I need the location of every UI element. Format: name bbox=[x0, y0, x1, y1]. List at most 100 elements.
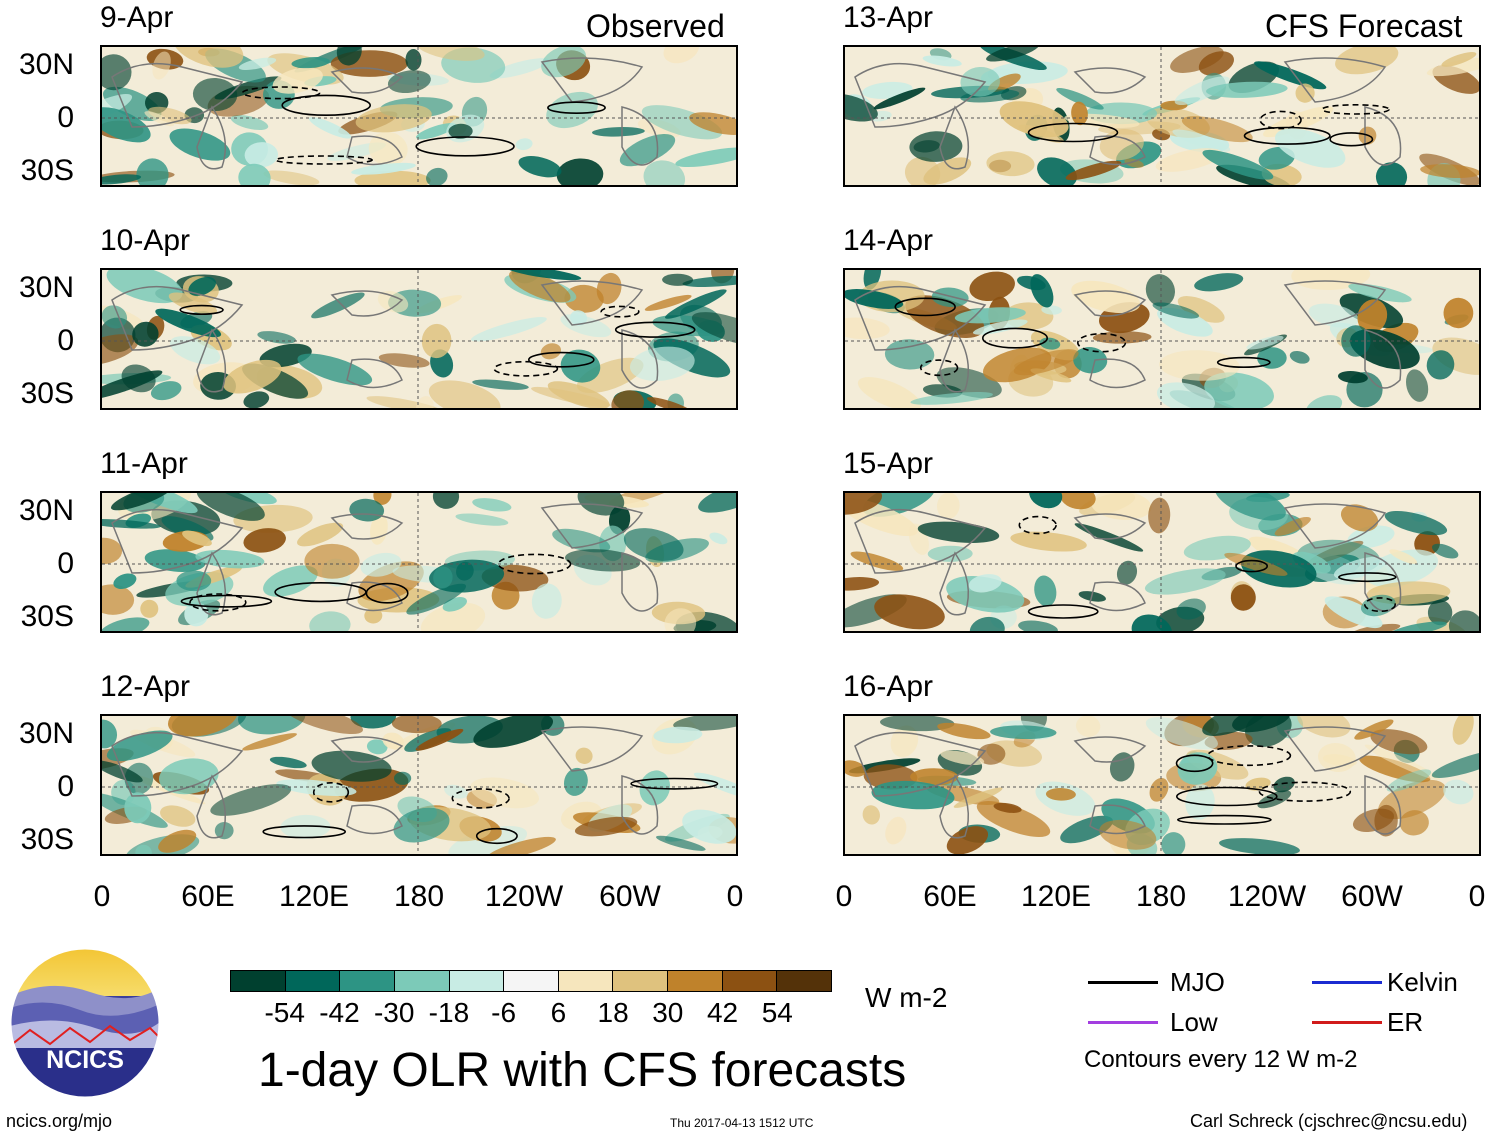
olr-anomaly-blob bbox=[845, 289, 904, 309]
olr-anomaly-blob bbox=[1157, 382, 1215, 408]
olr-anomaly-blob bbox=[1177, 296, 1225, 323]
olr-anomaly-blob bbox=[531, 583, 562, 619]
olr-anomaly-blob bbox=[230, 114, 269, 131]
colorbar-label: 18 bbox=[597, 997, 629, 1028]
olr-anomaly-blob bbox=[931, 287, 969, 308]
coastline bbox=[939, 774, 970, 839]
olr-anomaly-blob bbox=[564, 284, 604, 313]
footer-timestamp: Thu 2017-04-13 1512 UTC bbox=[670, 1116, 814, 1130]
legend-low-line bbox=[1088, 1021, 1158, 1024]
olr-anomaly-blob bbox=[845, 577, 880, 591]
observed-header: Observed bbox=[586, 8, 725, 44]
olr-anomaly-blob bbox=[182, 530, 212, 547]
mjo-contour bbox=[275, 155, 374, 165]
olr-anomaly-blob bbox=[135, 844, 152, 854]
coastline bbox=[330, 290, 404, 317]
olr-anomaly-blob bbox=[946, 826, 989, 854]
olr-anomaly-blob bbox=[291, 57, 330, 69]
olr-anomaly-blob bbox=[158, 829, 197, 853]
mjo-contour bbox=[189, 593, 247, 612]
olr-anomaly-blob bbox=[169, 128, 231, 161]
olr-anomaly-blob bbox=[546, 91, 598, 129]
olr-anomaly-blob bbox=[1357, 299, 1388, 334]
olr-anomaly-blob bbox=[1071, 101, 1088, 126]
figure-title: 1-day OLR with CFS forecasts bbox=[258, 1044, 907, 1097]
olr-anomaly-blob bbox=[456, 561, 474, 581]
coastline bbox=[196, 328, 227, 393]
olr-anomaly-blob bbox=[432, 493, 460, 509]
coastline bbox=[540, 280, 644, 326]
olr-anomaly-blob bbox=[664, 608, 697, 631]
olr-anomaly-blob bbox=[986, 47, 1039, 62]
olr-anomaly-blob bbox=[269, 756, 307, 769]
coastline bbox=[939, 551, 970, 616]
olr-anomaly-blob bbox=[923, 157, 972, 185]
olr-anomaly-blob bbox=[1427, 600, 1453, 626]
mjo-contour bbox=[1175, 754, 1214, 773]
olr-anomaly-blob bbox=[1230, 584, 1256, 611]
coastline bbox=[1073, 513, 1147, 540]
olr-map-panel bbox=[100, 268, 738, 410]
olr-anomaly-blob bbox=[1431, 543, 1459, 559]
coastline bbox=[330, 67, 404, 94]
olr-anomaly-blob bbox=[167, 716, 238, 737]
olr-anomaly-blob bbox=[1420, 164, 1479, 179]
olr-anomaly-blob bbox=[1441, 52, 1477, 67]
olr-anomaly-blob bbox=[1060, 493, 1096, 510]
olr-anomaly-blob bbox=[102, 537, 123, 565]
y-tick-label: 30N bbox=[18, 271, 74, 304]
olr-anomaly-blob bbox=[986, 151, 1035, 177]
olr-anomaly-blob bbox=[110, 493, 173, 511]
olr-anomaly-blob bbox=[1152, 302, 1200, 319]
olr-anomaly-blob bbox=[560, 314, 612, 338]
olr-anomaly-blob bbox=[575, 747, 593, 764]
olr-anomaly-blob bbox=[1219, 838, 1300, 854]
olr-anomaly-blob bbox=[263, 170, 320, 185]
olr-anomaly-blob bbox=[905, 295, 985, 338]
olr-anomaly-blob bbox=[1246, 335, 1284, 350]
olr-anomaly-blob bbox=[354, 170, 431, 185]
olr-anomaly-blob bbox=[416, 47, 485, 61]
x-tick-label: 120E bbox=[278, 880, 350, 913]
olr-anomaly-blob bbox=[1292, 551, 1331, 574]
olr-anomaly-blob bbox=[242, 733, 297, 751]
legend-er-label: ER bbox=[1387, 1007, 1424, 1037]
olr-anomaly-blob bbox=[1324, 596, 1383, 629]
mjo-contour bbox=[451, 788, 510, 809]
panel-date-label: 16-Apr bbox=[843, 670, 934, 703]
olr-anomaly-blob bbox=[1378, 779, 1446, 820]
mjo-contour bbox=[497, 553, 572, 575]
olr-anomaly-blob bbox=[448, 123, 473, 139]
olr-anomaly-blob bbox=[428, 380, 501, 408]
mjo-contour bbox=[1258, 781, 1352, 802]
colorbar bbox=[230, 970, 832, 992]
mjo-contour bbox=[180, 594, 273, 608]
olr-anomaly-blob bbox=[619, 133, 676, 167]
olr-anomaly-blob bbox=[1275, 128, 1346, 168]
mjo-contour bbox=[547, 101, 606, 115]
olr-anomaly-blob bbox=[470, 777, 539, 809]
y-tick-label: 30N bbox=[18, 494, 74, 527]
olr-anomaly-blob bbox=[976, 800, 1051, 838]
coastline bbox=[854, 62, 987, 128]
olr-anomaly-blob bbox=[1354, 719, 1394, 740]
olr-anomaly-blob bbox=[1148, 497, 1171, 534]
olr-anomaly-blob bbox=[136, 158, 169, 185]
olr-anomaly-blob bbox=[954, 307, 1026, 324]
olr-anomaly-blob bbox=[391, 716, 442, 734]
olr-anomaly-blob bbox=[664, 289, 727, 319]
olr-anomaly-blob bbox=[1202, 149, 1274, 180]
footer-url[interactable]: ncics.org/mjo bbox=[6, 1111, 113, 1131]
olr-anomaly-blob bbox=[1274, 516, 1311, 536]
coastline bbox=[196, 774, 227, 839]
olr-anomaly-blob bbox=[576, 357, 644, 394]
olr-anomaly-blob bbox=[1257, 347, 1287, 369]
olr-anomaly-blob bbox=[364, 607, 383, 624]
mjo-contour bbox=[365, 582, 409, 604]
coastline bbox=[1089, 135, 1146, 166]
olr-anomaly-blob bbox=[655, 835, 706, 851]
y-tick-label: 30S bbox=[20, 377, 74, 410]
colorbar-swatch bbox=[722, 971, 778, 991]
legend-kelvin-line bbox=[1312, 981, 1382, 984]
olr-anomaly-blob bbox=[309, 611, 351, 631]
